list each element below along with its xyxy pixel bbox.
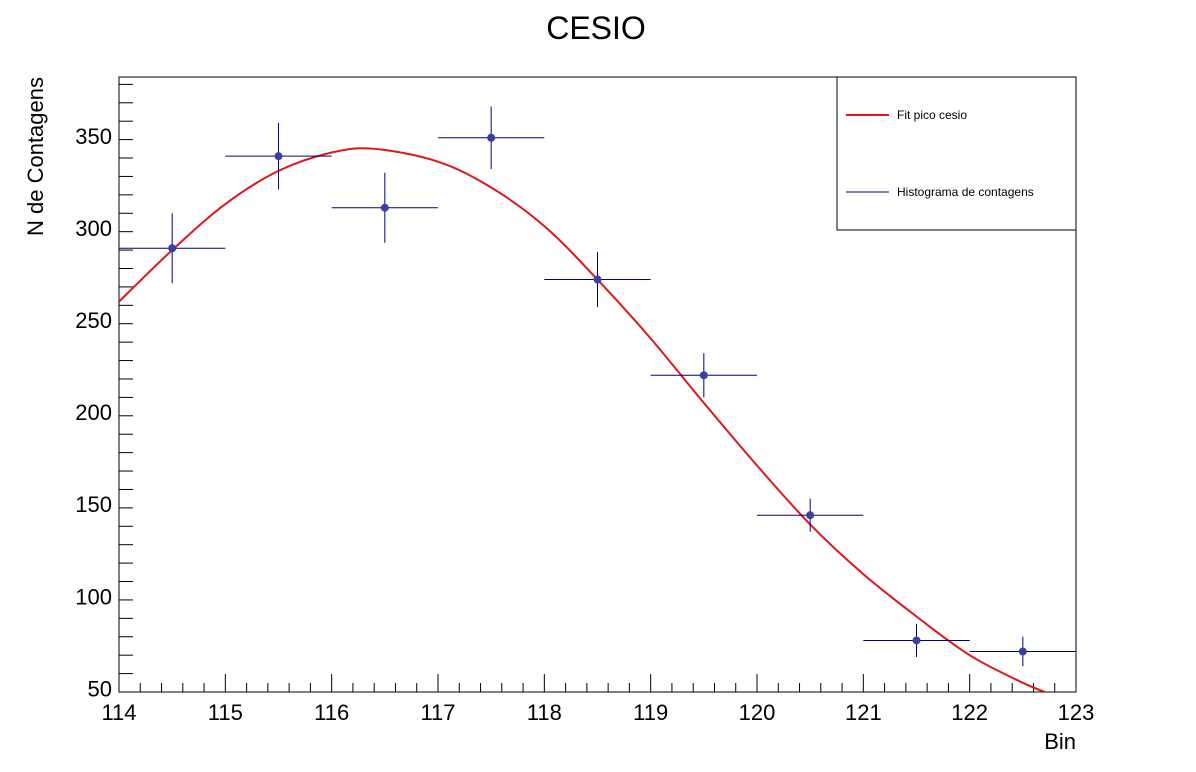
x-tick-label: 123 bbox=[1058, 700, 1095, 725]
plot-frame bbox=[118, 76, 1077, 693]
x-tick-label: 122 bbox=[951, 700, 988, 725]
y-tick-label: 250 bbox=[75, 308, 112, 333]
data-point bbox=[119, 213, 226, 284]
x-tick-label: 115 bbox=[208, 700, 243, 725]
y-tick-label: 300 bbox=[75, 216, 112, 241]
data-marker bbox=[806, 511, 815, 520]
x-axis-tick-labels: 114 115 116 117 118 119 120 121 122 123 bbox=[101, 700, 1094, 725]
y-tick-label: 100 bbox=[75, 584, 112, 609]
x-tick-label: 119 bbox=[633, 700, 668, 725]
y-axis-label: N de Contagens bbox=[23, 77, 48, 236]
y-tick-label: 150 bbox=[75, 492, 112, 517]
y-tick-label: 50 bbox=[88, 676, 112, 701]
data-marker bbox=[168, 244, 177, 253]
plot-area bbox=[119, 106, 1076, 692]
x-tick-label: 116 bbox=[314, 700, 349, 725]
legend: Fit pico cesio Histograma de contagens bbox=[836, 76, 1077, 231]
x-axis-label: Bin bbox=[1044, 729, 1076, 754]
data-marker bbox=[380, 203, 389, 212]
x-axis-ticks bbox=[118, 674, 1077, 692]
data-point bbox=[438, 106, 545, 170]
data-marker bbox=[487, 133, 496, 142]
data-point bbox=[225, 123, 332, 190]
x-tick-label: 120 bbox=[739, 700, 776, 725]
data-marker bbox=[699, 371, 708, 380]
data-points-layer bbox=[119, 106, 1076, 667]
x-tick-label: 118 bbox=[527, 700, 562, 725]
data-marker bbox=[1018, 647, 1027, 656]
data-marker bbox=[912, 636, 921, 645]
data-point bbox=[863, 623, 970, 658]
data-point bbox=[757, 498, 864, 532]
legend-fit-label: Fit pico cesio bbox=[897, 108, 967, 122]
data-point bbox=[969, 636, 1076, 667]
y-tick-label: 200 bbox=[75, 400, 112, 425]
x-tick-label: 117 bbox=[420, 700, 455, 725]
legend-hist-label: Histograma de contagens bbox=[897, 185, 1034, 199]
data-point bbox=[331, 172, 438, 243]
data-marker bbox=[274, 152, 283, 161]
y-tick-label: 350 bbox=[75, 124, 112, 149]
y-axis-tick-labels: 50 100 150 200 250 300 350 bbox=[75, 124, 112, 701]
legend-box bbox=[836, 76, 1077, 231]
x-tick-label: 114 bbox=[101, 700, 136, 725]
data-point bbox=[650, 353, 757, 398]
y-axis-ticks bbox=[119, 83, 133, 693]
x-tick-label: 121 bbox=[845, 700, 882, 725]
data-marker bbox=[593, 275, 602, 284]
chart-title: CESIO bbox=[546, 10, 646, 46]
data-point bbox=[544, 251, 651, 308]
